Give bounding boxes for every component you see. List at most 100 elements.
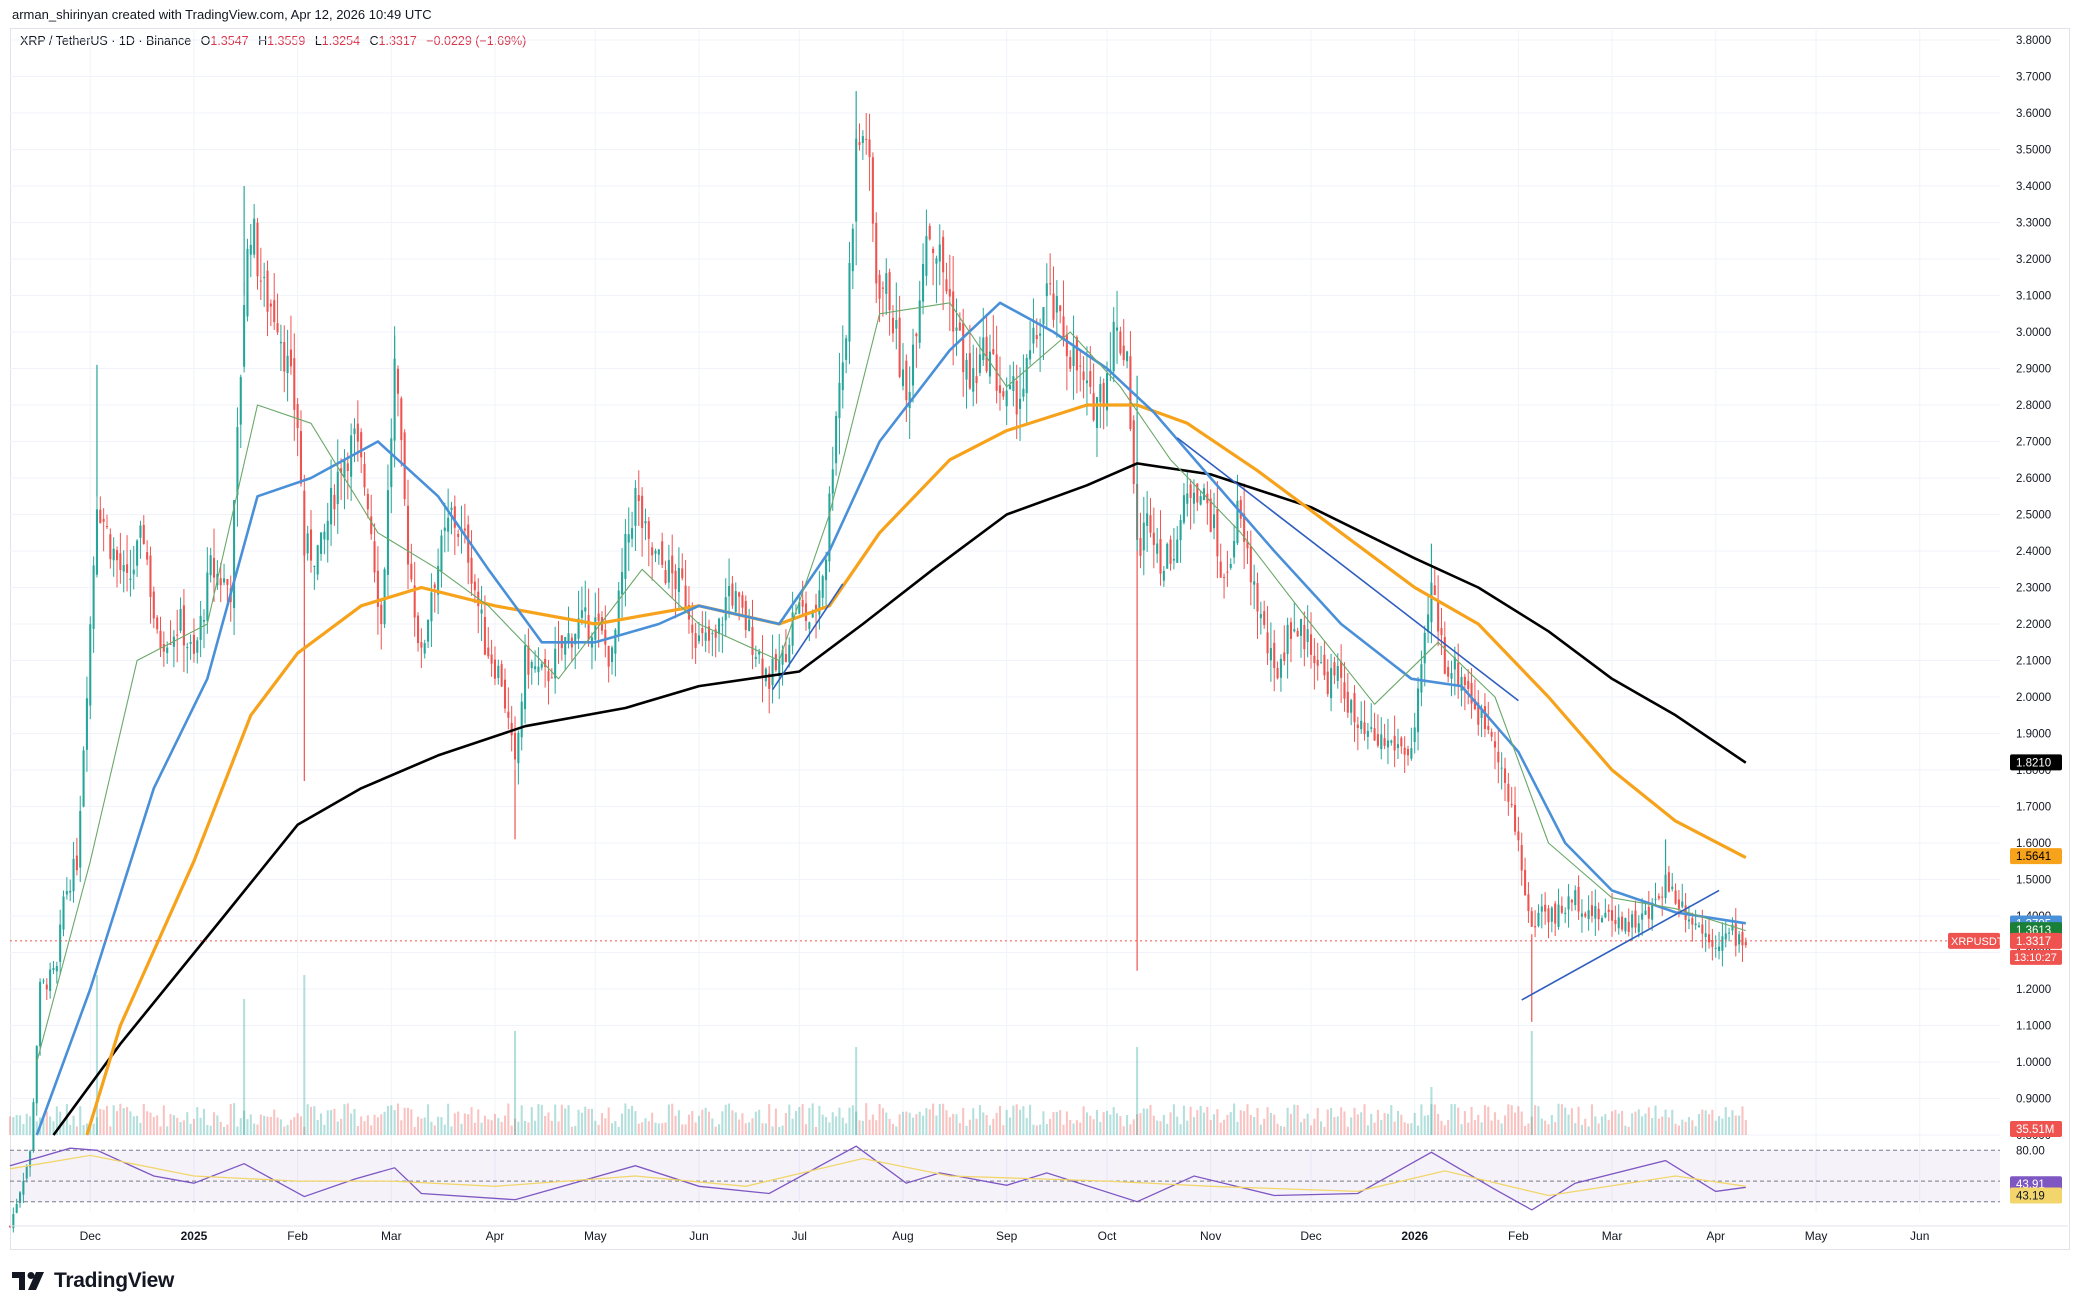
volume-bar: [82, 1125, 85, 1135]
volume-bar: [1363, 1104, 1366, 1135]
candle-body: [1059, 305, 1062, 312]
candle-body: [443, 527, 446, 531]
candle-body: [938, 244, 941, 262]
volume-bar: [1527, 1123, 1530, 1135]
candle-body: [89, 624, 92, 706]
volume-bar: [1493, 1112, 1497, 1135]
volume-bar: [95, 1117, 98, 1135]
volume-bar: [1166, 1123, 1169, 1135]
candle-body: [1634, 910, 1637, 928]
volume-bar: [1032, 1124, 1035, 1135]
candle-body: [574, 633, 577, 645]
volume-bar: [1162, 1114, 1165, 1135]
volume-bar: [517, 1121, 520, 1135]
volume-bar: [550, 1120, 553, 1135]
volume-bar: [249, 1114, 252, 1135]
volume-bar: [617, 1126, 620, 1135]
price-tag-bg: [2010, 848, 2062, 865]
candle-body: [1687, 919, 1690, 922]
volume-bar: [1132, 1119, 1135, 1135]
candle-body: [1219, 561, 1222, 578]
candle-body: [881, 287, 884, 289]
candle-body: [748, 619, 751, 632]
volume-bar: [1269, 1112, 1272, 1135]
volume-bar: [1005, 1109, 1008, 1135]
volume-bar: [544, 1115, 547, 1135]
volume-bar: [1604, 1114, 1607, 1135]
volume-bar: [196, 1107, 199, 1135]
volume-bar: [932, 1103, 935, 1135]
candle-body: [814, 604, 818, 612]
volume-bar: [771, 1126, 774, 1135]
candle-body: [1403, 747, 1406, 755]
candle-body: [661, 541, 664, 565]
volume-bar: [875, 1120, 878, 1135]
candle-body: [1393, 735, 1396, 751]
candle-body: [179, 608, 182, 631]
volume-bar: [1644, 1113, 1647, 1135]
candle-body: [1286, 624, 1289, 654]
volume-bar: [604, 1118, 607, 1135]
candle-body: [1701, 924, 1704, 934]
candle-body: [1731, 924, 1734, 931]
volume-bar: [818, 1105, 821, 1135]
volume-bar: [1196, 1110, 1199, 1135]
volume-bar: [1460, 1124, 1463, 1135]
volume-bar: [1564, 1107, 1567, 1135]
volume-bar: [995, 1112, 998, 1135]
volume-bar: [105, 1105, 109, 1135]
candle-body: [1126, 351, 1129, 362]
volume-bar: [838, 1107, 841, 1135]
candle-body: [607, 645, 610, 667]
candle-body: [136, 540, 139, 566]
candle-body: [1460, 676, 1463, 691]
volume-bar: [1062, 1124, 1065, 1135]
volume-bar: [948, 1117, 951, 1135]
volume-bar: [1707, 1114, 1711, 1135]
symbol-line[interactable]: XRP / TetherUS · 1D · Binance: [20, 34, 192, 48]
candle-body: [831, 469, 834, 494]
volume-bar: [176, 1117, 179, 1135]
volume-bar: [146, 1111, 149, 1135]
tradingview-brand[interactable]: TradingView: [12, 1269, 174, 1293]
volume-bar: [323, 1124, 326, 1135]
y-tick-label: 1.2000: [2016, 984, 2051, 996]
candle-body: [604, 629, 607, 645]
candle-body: [1544, 904, 1547, 912]
candle-body: [366, 493, 369, 510]
volume-bar: [1664, 1109, 1667, 1135]
volume-tag-label: 35.51M: [2016, 1124, 2054, 1136]
volume-bar: [614, 1121, 617, 1135]
volume-bar: [754, 1111, 757, 1135]
volume-bar: [1353, 1107, 1356, 1135]
volume-bar: [858, 1120, 861, 1135]
volume-bar: [958, 1123, 961, 1135]
volume-bar: [1340, 1107, 1343, 1135]
volume-bar: [610, 1123, 614, 1135]
candle-body: [149, 555, 152, 597]
candle-body: [537, 666, 540, 673]
candle-body: [1039, 333, 1042, 336]
candle-body: [1343, 682, 1346, 699]
volume-bar: [794, 1110, 798, 1135]
volume-bar: [707, 1111, 711, 1135]
volume-bar: [741, 1113, 744, 1135]
volume-bar: [1671, 1109, 1674, 1135]
candle-body: [259, 280, 262, 282]
candle-body: [343, 459, 346, 478]
candle-body: [791, 612, 794, 646]
volume-bar: [1052, 1111, 1055, 1135]
axes: 3.8000 3.7000 3.6000 3.5000 3.4000 3.3000 3.20…: [10, 35, 2068, 1243]
x-tick-label: May: [584, 1229, 607, 1243]
volume-bar: [1537, 1106, 1540, 1135]
candle-body: [1684, 905, 1687, 920]
volume-bar: [1597, 1123, 1600, 1135]
candle-body: [878, 274, 881, 299]
volume-bar: [1283, 1126, 1286, 1135]
candle-body: [105, 525, 109, 527]
volume-bar: [1119, 1116, 1122, 1135]
moving-average-line: [36, 302, 1746, 1063]
volume-bar: [1544, 1120, 1547, 1135]
volume-bar: [400, 1120, 403, 1135]
